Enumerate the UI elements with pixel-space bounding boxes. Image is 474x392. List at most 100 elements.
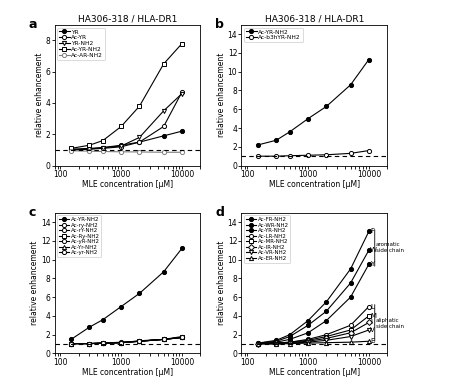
- Ac-yr-NH2: [118, 340, 124, 345]
- Text: aliphatic
side chain: aliphatic side chain: [376, 318, 404, 329]
- Ac-b3hYR-NH2: [255, 154, 261, 158]
- Ac-Ry-NH2: [137, 339, 142, 344]
- Y-axis label: relative enhancement: relative enhancement: [217, 241, 226, 325]
- YR-NH2: [161, 109, 166, 113]
- Ac-MR-NH2: [305, 338, 311, 343]
- Line: Ac-WR-NH2: Ac-WR-NH2: [256, 248, 371, 345]
- Ac-ry-NH2: [137, 339, 142, 344]
- Ac-IR-NH2: [366, 320, 372, 325]
- Ac-yr-NH2: [100, 341, 106, 345]
- Title: HA306-318 / HLA-DR1: HA306-318 / HLA-DR1: [264, 15, 364, 24]
- Ac-YR-NH2: [305, 116, 311, 121]
- Line: Ac-ER-NH2: Ac-ER-NH2: [256, 339, 371, 346]
- Ac-ER-NH2: [255, 342, 261, 347]
- Ac-rY-NH2: [87, 341, 92, 346]
- Ac-AR-NH2: [118, 149, 124, 154]
- Ac-YR-NH2: [273, 340, 279, 345]
- Line: Ac-b3hYR-NH2: Ac-b3hYR-NH2: [256, 149, 371, 158]
- Y-axis label: relative enhancement: relative enhancement: [35, 53, 44, 137]
- Ac-yR-NH2: [137, 339, 142, 344]
- Ac-ER-NH2: [287, 341, 292, 346]
- X-axis label: MLE concentration [μM]: MLE concentration [μM]: [82, 180, 173, 189]
- Ac-FR-NH2: [273, 338, 279, 343]
- Ac-rY-NH2: [137, 339, 142, 344]
- Ac-YR-NH2: [87, 325, 92, 330]
- X-axis label: MLE concentration [μM]: MLE concentration [μM]: [82, 368, 173, 377]
- Ac-ry-NH2: [118, 340, 124, 345]
- Ac-b3hYR-NH2: [287, 153, 292, 158]
- Ac-b3hYR-NH2: [305, 153, 311, 158]
- YR: [179, 129, 185, 134]
- Ac-ry-NH2: [68, 341, 74, 346]
- Ac-LR-NH2: [324, 332, 329, 337]
- Line: YR: YR: [69, 129, 184, 151]
- Ac-Yr-NH2: [100, 341, 106, 345]
- Ac-MR-NH2: [255, 341, 261, 346]
- Line: Ac-YR-NH2: Ac-YR-NH2: [256, 57, 371, 147]
- Ac-AR-NH2: [68, 148, 74, 153]
- Ac-FR-NH2: [366, 229, 372, 234]
- Ac-YR-NH2: [287, 337, 292, 342]
- Line: Ac-LR-NH2: Ac-LR-NH2: [256, 305, 371, 346]
- Ac-YR-NH2: [366, 57, 372, 62]
- Ac-YR-NH2: [87, 143, 92, 147]
- Ac-Ry-NH2: [100, 341, 106, 345]
- Legend: Ac-YR-NH2, Ac-ry-NH2, Ac-rY-NH2, Ac-Ry-NH2, Ac-yR-NH2, Ac-Yr-NH2, Ac-yr-NH2: Ac-YR-NH2, Ac-ry-NH2, Ac-rY-NH2, Ac-Ry-N…: [57, 216, 101, 257]
- Ac-VR-NH2: [305, 340, 311, 345]
- X-axis label: MLE concentration [μM]: MLE concentration [μM]: [269, 180, 360, 189]
- Line: Ac-IR-NH2: Ac-IR-NH2: [256, 320, 371, 346]
- Ac-YR-NH2: [137, 291, 142, 296]
- Ac-YR: [100, 146, 106, 151]
- Ac-IR-NH2: [324, 336, 329, 341]
- Ac-VR-NH2: [366, 328, 372, 332]
- Text: c: c: [28, 206, 36, 219]
- Ac-yR-NH2: [161, 337, 166, 342]
- Ac-rY-NH2: [100, 341, 106, 345]
- Ac-Yr-NH2: [87, 341, 92, 346]
- YR: [100, 145, 106, 150]
- Ac-AR-NH2: [161, 150, 166, 154]
- Ac-LR-NH2: [305, 337, 311, 342]
- Ac-rY-NH2: [179, 335, 185, 340]
- Ac-IR-NH2: [348, 330, 354, 335]
- Ac-YR-NH2: [287, 129, 292, 134]
- Line: Ac-yR-NH2: Ac-yR-NH2: [69, 336, 184, 346]
- Ac-WR-NH2: [324, 309, 329, 314]
- YR-NH2: [68, 147, 74, 152]
- Ac-Ry-NH2: [118, 340, 124, 345]
- Ac-YR-NH2: [255, 143, 261, 147]
- Line: Ac-AR-NH2: Ac-AR-NH2: [69, 149, 184, 154]
- Ac-ry-NH2: [87, 341, 92, 346]
- Ac-Ry-NH2: [68, 341, 74, 346]
- YR-NH2: [87, 147, 92, 151]
- Ac-MR-NH2: [366, 314, 372, 318]
- Ac-YR-NH2: [348, 295, 354, 299]
- Line: Ac-YR-NH2: Ac-YR-NH2: [256, 262, 371, 346]
- Ac-YR-NH2: [161, 269, 166, 274]
- Ac-LR-NH2: [287, 340, 292, 345]
- Ac-YR-NH2: [118, 124, 124, 129]
- Ac-VR-NH2: [255, 341, 261, 346]
- Ac-MR-NH2: [287, 340, 292, 345]
- YR: [161, 134, 166, 138]
- Ac-ry-NH2: [161, 337, 166, 342]
- Ac-rY-NH2: [118, 340, 124, 345]
- Ac-YR-NH2: [305, 330, 311, 335]
- Ac-rY-NH2: [161, 337, 166, 342]
- Ac-WR-NH2: [366, 248, 372, 252]
- Ac-YR-NH2: [179, 246, 185, 250]
- Text: a: a: [28, 18, 37, 31]
- Ac-yr-NH2: [161, 337, 166, 342]
- Text: d: d: [215, 206, 224, 219]
- X-axis label: MLE concentration [μM]: MLE concentration [μM]: [269, 368, 360, 377]
- Text: W: W: [370, 247, 377, 253]
- Ac-IR-NH2: [255, 341, 261, 346]
- Text: b: b: [215, 18, 224, 31]
- Ac-YR-NH2: [324, 104, 329, 109]
- Ac-YR-NH2: [366, 262, 372, 267]
- Legend: YR, Ac-YR, YR-NH2, Ac-YR-NH2, Ac-AR-NH2: YR, Ac-YR, YR-NH2, Ac-YR-NH2, Ac-AR-NH2: [57, 28, 105, 60]
- YR: [87, 146, 92, 151]
- Ac-YR-NH2: [100, 138, 106, 143]
- Ac-YR-NH2: [273, 138, 279, 143]
- Ac-Yr-NH2: [68, 341, 74, 346]
